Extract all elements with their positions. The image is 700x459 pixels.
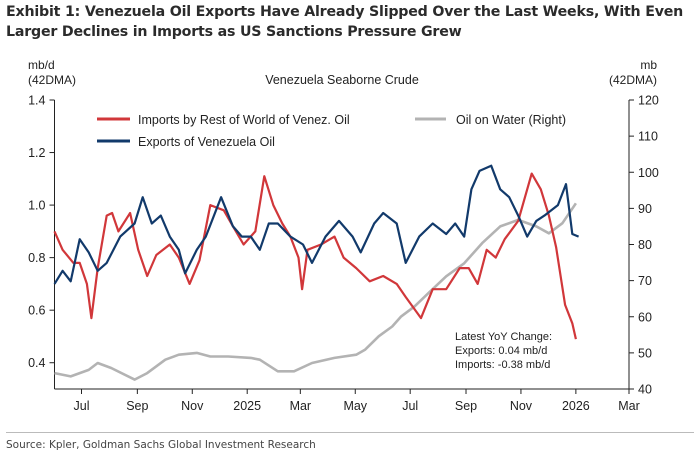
annotation-exports: Exports: 0.04 mb/d xyxy=(455,345,547,357)
left-axis-unit: mb/d xyxy=(28,58,55,72)
series-lines xyxy=(53,164,580,381)
x-tick-label: Sep xyxy=(455,399,477,413)
left-y-tick-label: 0.8 xyxy=(28,251,45,265)
footer-divider xyxy=(6,432,694,433)
right-y-tick-label: 100 xyxy=(638,166,659,180)
right-y-tick-label: 50 xyxy=(638,346,652,360)
right-axis-unit: mb xyxy=(640,58,657,72)
right-y-tick-label: 40 xyxy=(638,383,652,397)
exhibit-title: Exhibit 1: Venezuela Oil Exports Have Al… xyxy=(6,4,684,40)
x-tick-label: Sep xyxy=(126,399,148,413)
legend-label-exports: Exports of Venezuela Oil xyxy=(138,135,275,149)
source-note: Source: Kpler, Goldman Sachs Global Inve… xyxy=(6,439,316,451)
legend-label-oil-on-water: Oil on Water (Right) xyxy=(456,113,566,127)
right-y-tick-label: 110 xyxy=(638,130,658,144)
right-y-tick-label: 80 xyxy=(638,238,652,252)
annotation: Latest YoY Change: Exports: 0.04 mb/d Im… xyxy=(455,331,552,371)
x-tick-label: Mar xyxy=(290,399,312,413)
right-y-tick-label: 90 xyxy=(638,202,652,216)
right-y-tick-label: 60 xyxy=(638,310,652,324)
x-tick-label: Jul xyxy=(74,399,90,413)
right-y-tick-label: 70 xyxy=(638,274,652,288)
left-axis-unit-2: (42DMA) xyxy=(28,73,76,87)
series-line-exports-of-venezuela-oil xyxy=(53,164,580,285)
x-tick-label: Jul xyxy=(402,399,418,413)
x-tick-label: Mar xyxy=(618,399,640,413)
line-chart: mb/d (42DMA) mb (42DMA) Venezuela Seabor… xyxy=(28,58,659,414)
legend-label-imports: Imports by Rest of World of Venez. Oil xyxy=(138,113,350,127)
left-y-tick-label: 0.6 xyxy=(28,304,45,318)
right-axis-unit-2: (42DMA) xyxy=(609,73,657,87)
left-y-tick-label: 1.2 xyxy=(28,146,45,160)
x-tick-label: May xyxy=(343,399,367,413)
legend: Imports by Rest of World of Venez. Oil E… xyxy=(97,113,566,149)
right-y-tick-label: 120 xyxy=(638,94,659,108)
annotation-imports: Imports: -0.38 mb/d xyxy=(455,359,550,371)
series-line-imports-by-rest-of-world-of-venez-oil xyxy=(53,172,577,340)
annotation-heading: Latest YoY Change: xyxy=(455,331,552,343)
chart-title: Venezuela Seaborne Crude xyxy=(265,73,419,87)
x-tick-label: 2026 xyxy=(562,399,590,413)
left-y-tick-label: 1.4 xyxy=(28,94,45,108)
axes: 0.4 0.6 0.8 1.0 1.2 1.4 40 50 60 70 80 90 100 110 120 J… xyxy=(28,94,659,414)
left-y-tick-label: 1.0 xyxy=(28,199,45,213)
x-tick-label: 2025 xyxy=(233,399,261,413)
left-y-tick-label: 0.4 xyxy=(28,356,45,370)
x-tick-label: Nov xyxy=(510,399,533,413)
series-line-oil-on-water-right xyxy=(54,202,577,381)
x-tick-label: Nov xyxy=(181,399,204,413)
